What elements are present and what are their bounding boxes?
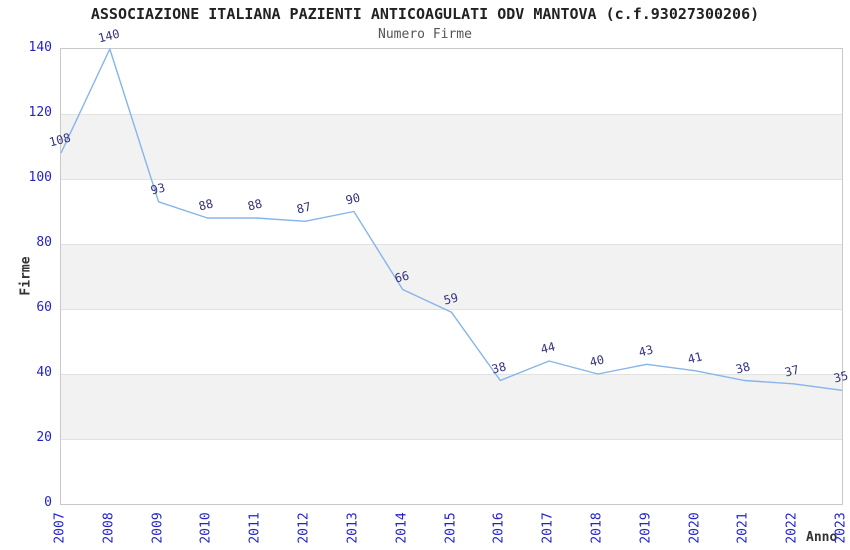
x-tick-label: 2010 <box>198 512 214 544</box>
y-axis-title: Firme <box>18 256 34 296</box>
x-tick-label: 2023 <box>833 512 849 544</box>
x-tick-label: 2018 <box>589 512 605 544</box>
x-tick-label: 2019 <box>638 512 654 544</box>
y-tick-label: 80 <box>36 235 52 250</box>
point-value-label: 90 <box>344 189 362 208</box>
x-tick-label: 2008 <box>101 512 117 544</box>
x-tick-label: 2007 <box>52 512 68 544</box>
y-tick-label: 0 <box>44 495 52 510</box>
gridline <box>61 114 842 115</box>
y-tick-label: 20 <box>36 430 52 445</box>
y-tick-label: 60 <box>36 300 52 315</box>
point-value-label: 35 <box>832 368 850 386</box>
plot-band <box>61 114 842 179</box>
x-tick-label: 2021 <box>735 512 751 544</box>
x-tick-label: 2012 <box>296 512 312 544</box>
gridline <box>61 179 842 180</box>
point-value-label: 140 <box>96 26 121 46</box>
y-tick-label: 40 <box>36 365 52 380</box>
plot-area <box>60 48 843 505</box>
plot-band <box>61 374 842 439</box>
line-series <box>60 48 843 391</box>
y-tick-label: 120 <box>28 105 52 120</box>
x-axis-title: Anno <box>806 530 838 545</box>
plot-band <box>61 244 842 309</box>
x-tick-label: 2009 <box>150 512 166 544</box>
x-tick-label: 2013 <box>345 512 361 544</box>
y-tick-label: 100 <box>28 170 52 185</box>
series-polyline <box>60 48 843 391</box>
y-tick-label: 140 <box>28 40 52 55</box>
chart-subtitle: Numero Firme <box>378 27 472 42</box>
point-value-label: 66 <box>392 267 411 286</box>
gridline <box>61 439 842 440</box>
x-tick-label: 2015 <box>443 512 458 544</box>
x-tick-label: 2011 <box>247 512 263 544</box>
x-tick-label: 2022 <box>784 512 800 544</box>
gridline <box>61 309 842 310</box>
x-tick-label: 2020 <box>687 512 703 544</box>
gridline <box>61 244 842 245</box>
x-tick-label: 2016 <box>491 512 507 544</box>
x-tick-label: 2017 <box>540 512 556 544</box>
x-tick-label: 2014 <box>394 512 410 544</box>
gridline <box>61 374 842 375</box>
chart-title: ASSOCIAZIONE ITALIANA PAZIENTI ANTICOAGU… <box>90 5 760 23</box>
